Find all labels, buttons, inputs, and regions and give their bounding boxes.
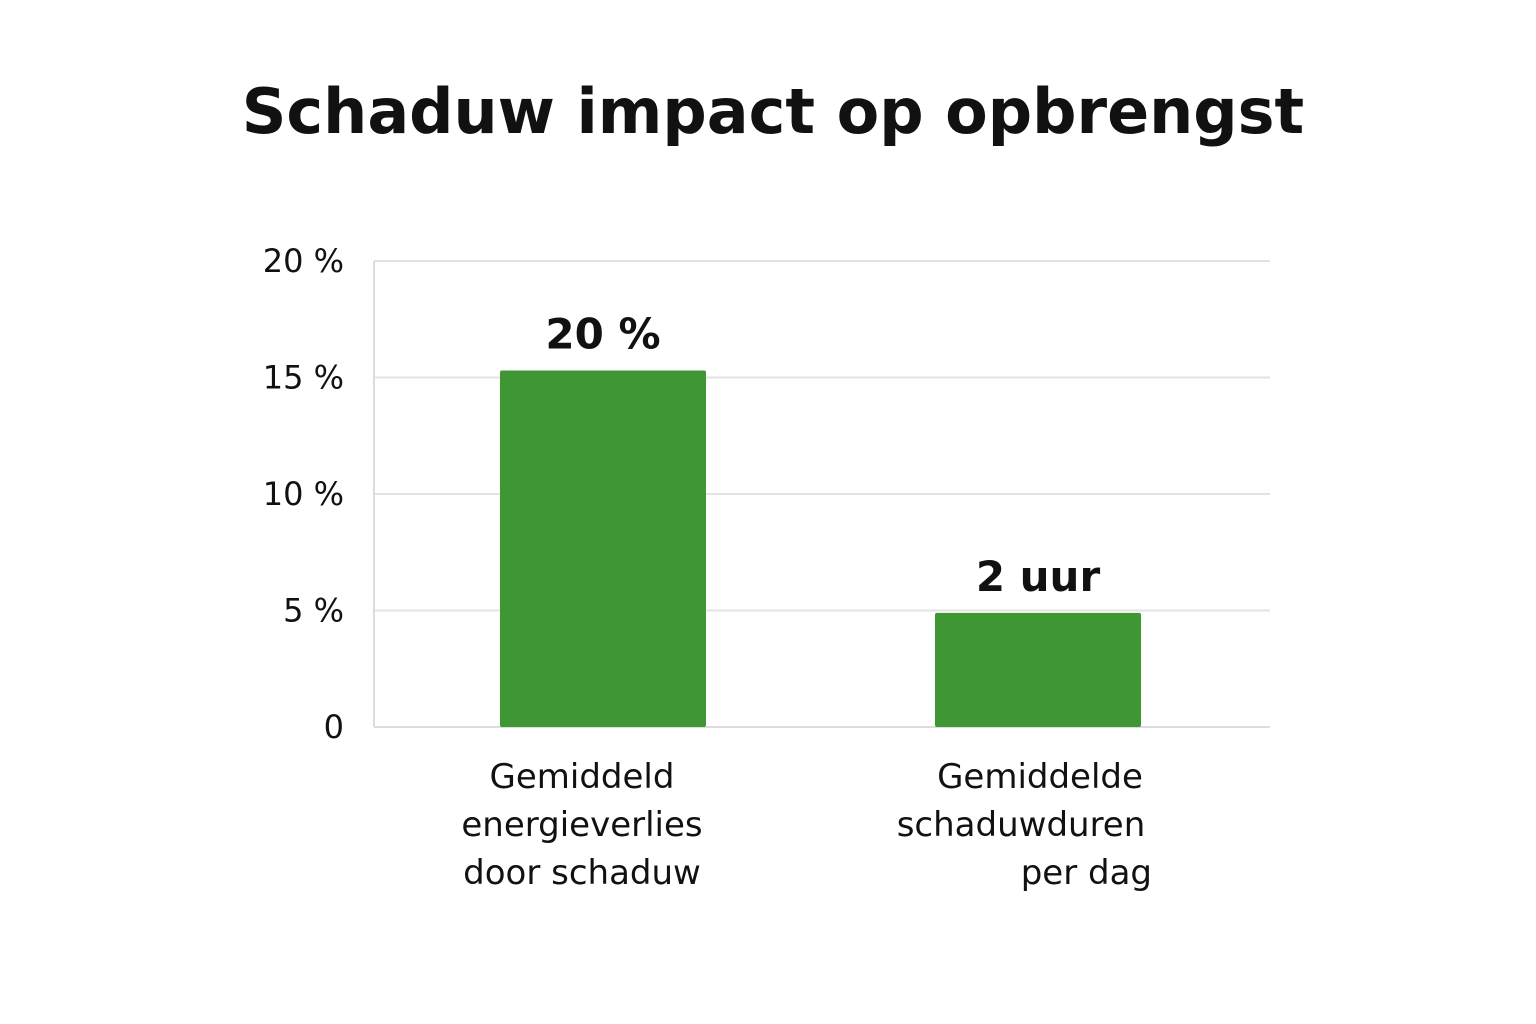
category-label-1-line-2: energieverlies xyxy=(461,805,702,845)
category-label-2-line-1: Gemiddelde xyxy=(937,757,1143,797)
data-label-2: 2 uur xyxy=(976,552,1101,601)
data-label-1: 20 % xyxy=(545,310,660,359)
y-tick-label: 15 % xyxy=(263,359,344,397)
category-label-2-line-2: schaduwduren xyxy=(897,805,1146,845)
category-label-1-line-3: door schaduw xyxy=(463,853,701,893)
category-label-1-line-1: Gemiddeld xyxy=(490,757,675,797)
y-axis-ticks: 0 5 % 10 % 15 % 20 % xyxy=(263,242,344,746)
data-labels: 20 % 2 uur xyxy=(545,310,1100,601)
bars xyxy=(500,370,1141,727)
x-axis-categories: Gemiddeld energieverlies door schaduw Gemid… xyxy=(461,757,1152,893)
y-tick-label: 5 % xyxy=(283,592,344,630)
bar-2 xyxy=(935,612,1141,727)
y-tick-label: 0 xyxy=(324,708,344,746)
y-tick-label: 20 % xyxy=(263,242,344,280)
chart-title: Schaduw impact op opbrengst xyxy=(242,75,1304,148)
y-tick-label: 10 % xyxy=(263,475,344,513)
bar-1 xyxy=(500,370,706,727)
category-label-2-line-3: per dag xyxy=(1021,853,1152,893)
